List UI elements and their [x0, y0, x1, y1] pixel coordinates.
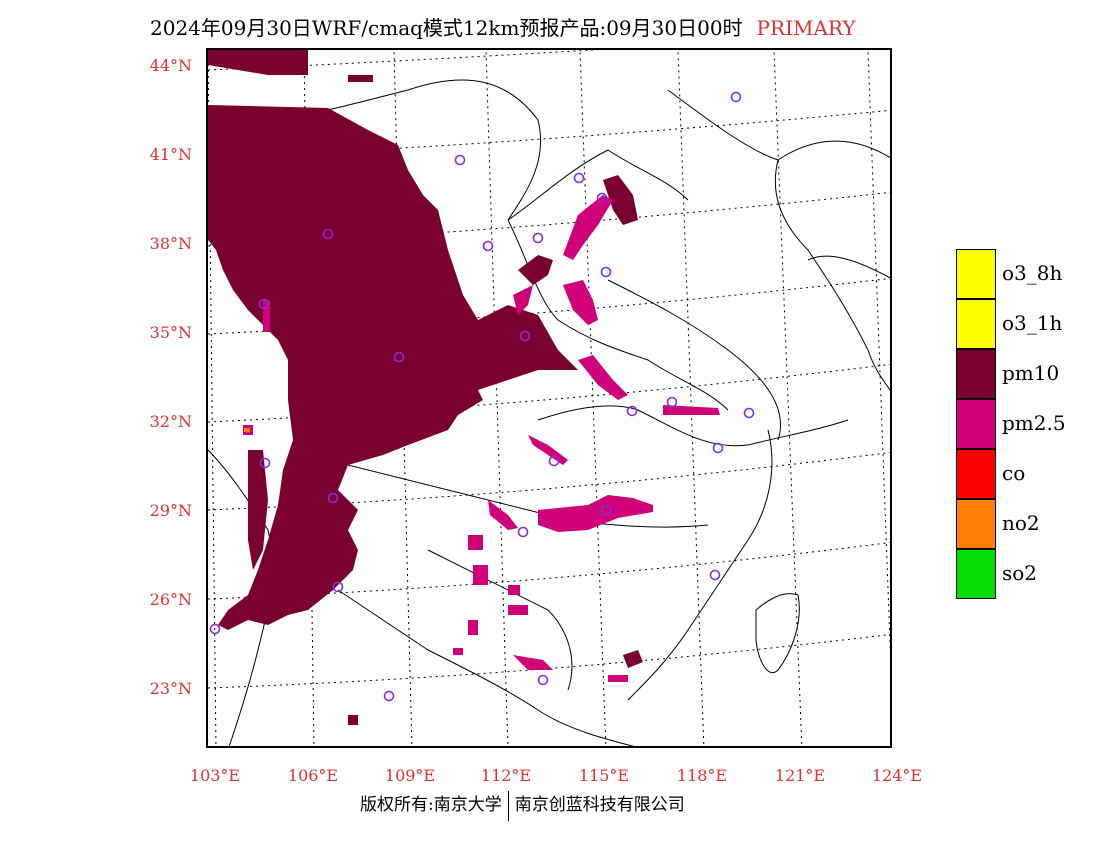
- lon-label-103: 103°E: [189, 766, 241, 785]
- lon-label-124: 124°E: [871, 766, 923, 785]
- primary-tag: PRIMARY: [756, 16, 856, 40]
- legend-label-so2: so2: [1002, 561, 1038, 585]
- legend-swatch-co: [956, 449, 996, 499]
- legend-swatch-o3-1h: [956, 299, 996, 349]
- pm25-region: [243, 195, 720, 682]
- lat-label-26: 26°N: [149, 590, 192, 609]
- legend-swatch-so2: [956, 549, 996, 599]
- legend-swatch-pm10: [956, 349, 996, 399]
- lon-label-115: 115°E: [578, 766, 630, 785]
- lon-label-109: 109°E: [384, 766, 436, 785]
- legend-label-o3-8h: o3_8h: [1002, 261, 1063, 285]
- company-name: 南京创蓝科技有限公司: [514, 795, 685, 815]
- title-text: 2024年09月30日WRF/cmaq模式12km预报产品:09月30日00时: [150, 16, 743, 40]
- legend-label-no2: no2: [1002, 511, 1040, 535]
- legend-label-co: co: [1002, 461, 1026, 485]
- lat-label-35: 35°N: [149, 323, 192, 342]
- lat-label-41: 41°N: [149, 145, 192, 164]
- map-area: [206, 48, 892, 748]
- lat-label-23: 23°N: [149, 679, 192, 698]
- map-svg: [208, 50, 890, 746]
- copyright-footer: 版权所有:南京大学 南京创蓝科技有限公司: [360, 790, 685, 821]
- legend-swatch-o3-8h: [956, 249, 996, 299]
- legend-swatch-no2: [956, 499, 996, 549]
- lat-label-32: 32°N: [149, 412, 192, 431]
- lat-label-38: 38°N: [149, 234, 192, 253]
- legend-label-o3-1h: o3_1h: [1002, 311, 1063, 335]
- lon-label-121: 121°E: [774, 766, 826, 785]
- lat-label-44: 44°N: [149, 56, 192, 75]
- city-markers: [209, 91, 755, 702]
- legend-label-pm25: pm2.5: [1002, 411, 1066, 435]
- copyright-owner: 版权所有:南京大学: [360, 795, 502, 815]
- lon-label-112: 112°E: [480, 766, 532, 785]
- lon-label-106: 106°E: [287, 766, 339, 785]
- lat-label-29: 29°N: [149, 501, 192, 520]
- pm10-region: [208, 50, 643, 725]
- legend-label-pm10: pm10: [1002, 361, 1060, 385]
- map-title: 2024年09月30日WRF/cmaq模式12km预报产品:09月30日00时 P…: [150, 12, 1000, 41]
- no2-patch: [244, 428, 250, 432]
- footer-separator: [507, 790, 509, 821]
- legend-swatch-pm25: [956, 399, 996, 449]
- lon-label-118: 118°E: [676, 766, 728, 785]
